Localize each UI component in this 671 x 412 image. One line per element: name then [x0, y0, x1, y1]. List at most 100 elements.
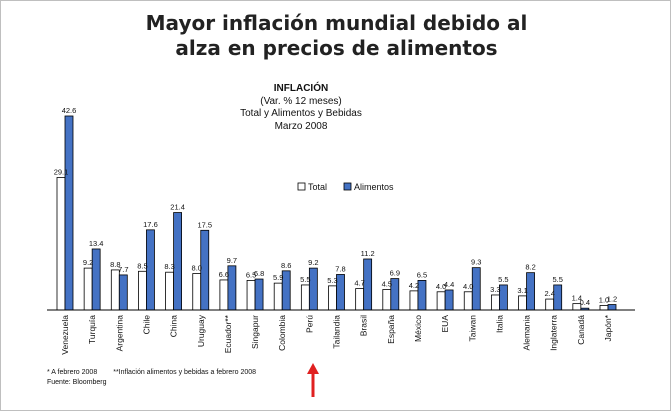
data-label-total: 8.3: [164, 262, 174, 271]
chart-subtitle-2: Total y Alimentos y Bebidas: [240, 108, 362, 119]
bar-total: [138, 270, 147, 311]
category-label: Taiwan: [467, 315, 477, 342]
legend-label-alimentos: Alimentos: [354, 182, 394, 192]
data-label-total: 8.5: [137, 261, 147, 270]
data-label-alimentos: 6.5: [417, 270, 427, 279]
category-label: Canadá: [576, 315, 586, 345]
category-label: Ecuador**: [223, 314, 233, 353]
bar-total: [56, 177, 66, 311]
category-label: Brasil: [359, 315, 369, 336]
source-note: Fuente: Bloomberg: [47, 379, 107, 386]
category-label: Chile: [141, 315, 151, 335]
data-label-alimentos: 5.5: [498, 275, 508, 284]
data-label-total: 5.5: [300, 275, 310, 284]
data-label-alimentos: 17.5: [197, 220, 212, 229]
category-label: Argentina: [114, 315, 124, 352]
bar-total: [165, 271, 175, 311]
data-label-total: 6.5: [246, 270, 256, 279]
category-label: Inglaterra: [549, 315, 559, 351]
data-label-total: 29.1: [54, 167, 69, 176]
bar-alimentos: [64, 115, 74, 311]
page-title: Mayor inflación mundial debido al alza e…: [1, 11, 671, 61]
category-label: Tailandia: [332, 315, 342, 349]
category-label: Colombia: [277, 315, 287, 351]
category-label: Japón*: [603, 314, 613, 341]
data-label-alimentos: 17.6: [143, 220, 158, 229]
legend-swatch-alimentos: [343, 182, 352, 191]
bar-total: [436, 291, 446, 311]
data-label-total: 5.3: [327, 276, 337, 285]
bar-total: [246, 279, 256, 311]
title-line-1: Mayor inflación mundial debido al: [145, 11, 528, 35]
chart-subtitle-block: INFLACIÓN (Var. % 12 meses) Total y Alim…: [186, 83, 416, 133]
bar-total: [599, 305, 609, 311]
data-label-alimentos: 11.2: [361, 249, 375, 258]
category-label: Turquía: [87, 315, 97, 344]
data-label-total: 2.4: [544, 289, 554, 298]
data-label-total: 4.7: [354, 279, 364, 288]
bar-total: [110, 269, 120, 311]
category-label: Singapur: [250, 315, 260, 349]
data-label-total: 4.0: [463, 282, 473, 291]
chart-title: INFLACIÓN: [273, 83, 329, 94]
bar-total: [545, 298, 555, 311]
bar-alimentos: [444, 289, 454, 311]
chart-notes: * A febrero 2008 **Inflación alimentos y …: [47, 368, 272, 388]
data-label-alimentos: 8.2: [525, 263, 535, 272]
data-label-alimentos: 1.2: [607, 295, 617, 304]
data-label-alimentos: 6.8: [254, 269, 264, 278]
bar-total: [355, 288, 365, 311]
chart-subtitle-3: Marzo 2008: [274, 120, 328, 132]
data-label-total: 5.9: [273, 273, 283, 282]
chart-subtitle-1: (Var. % 12 meses): [260, 95, 342, 107]
footnote-2: **Inflación alimentos y bebidas a febrer…: [113, 369, 257, 376]
data-label-total: 6.6: [219, 270, 229, 279]
legend-swatch-total: [297, 182, 306, 191]
bar-alimentos: [118, 274, 128, 311]
category-label: China: [169, 315, 179, 337]
bar-alimentos: [254, 278, 264, 311]
data-label-alimentos: 9.2: [308, 258, 318, 267]
data-label-total: 9.2: [83, 258, 93, 267]
data-label-total: 4.5: [382, 280, 392, 289]
bar-total: [382, 289, 392, 311]
footnote-1: * A febrero 2008: [47, 369, 98, 376]
data-label-alimentos: 0.4: [580, 298, 590, 307]
bar-total: [192, 273, 202, 311]
data-label-alimentos: 42.6: [62, 106, 77, 115]
data-label-total: 8.8: [110, 260, 120, 269]
category-label: Perú: [304, 315, 314, 333]
bar-total: [490, 294, 500, 311]
data-label-alimentos: 9.7: [227, 256, 237, 265]
bar-total: [409, 290, 419, 311]
category-label: México: [413, 315, 423, 342]
title-line-2: alza en precios de alimentos: [175, 36, 498, 60]
category-label: España: [386, 315, 396, 344]
highlight-arrow-icon: [307, 363, 319, 397]
data-label-alimentos: 5.5: [552, 275, 562, 284]
category-label: Alemania: [522, 315, 532, 351]
data-label-alimentos: 7.7: [118, 265, 128, 274]
data-label-alimentos: 9.3: [471, 258, 481, 267]
legend-label-total: Total: [308, 182, 327, 192]
bar-total: [518, 295, 527, 311]
data-label-alimentos: 7.8: [335, 264, 345, 273]
bar-total: [328, 285, 337, 311]
data-label-total: 3.1: [517, 286, 527, 295]
data-label-total: 3.3: [490, 285, 500, 294]
bar-total: [463, 291, 473, 311]
data-label-alimentos: 4.4: [444, 280, 454, 289]
data-label-alimentos: 6.9: [390, 269, 400, 278]
data-label-alimentos: 21.4: [170, 203, 185, 212]
data-label-total: 4.0: [436, 282, 446, 291]
data-label-total: 4.2: [409, 281, 419, 290]
bar-total: [83, 267, 93, 311]
bar-total: [300, 284, 310, 311]
data-label-total: 1.4: [572, 294, 582, 303]
bar-total: [219, 279, 229, 311]
data-label-alimentos: 8.6: [281, 261, 291, 270]
data-label-alimentos: 13.4: [89, 239, 104, 248]
bar-alimentos: [607, 304, 617, 311]
